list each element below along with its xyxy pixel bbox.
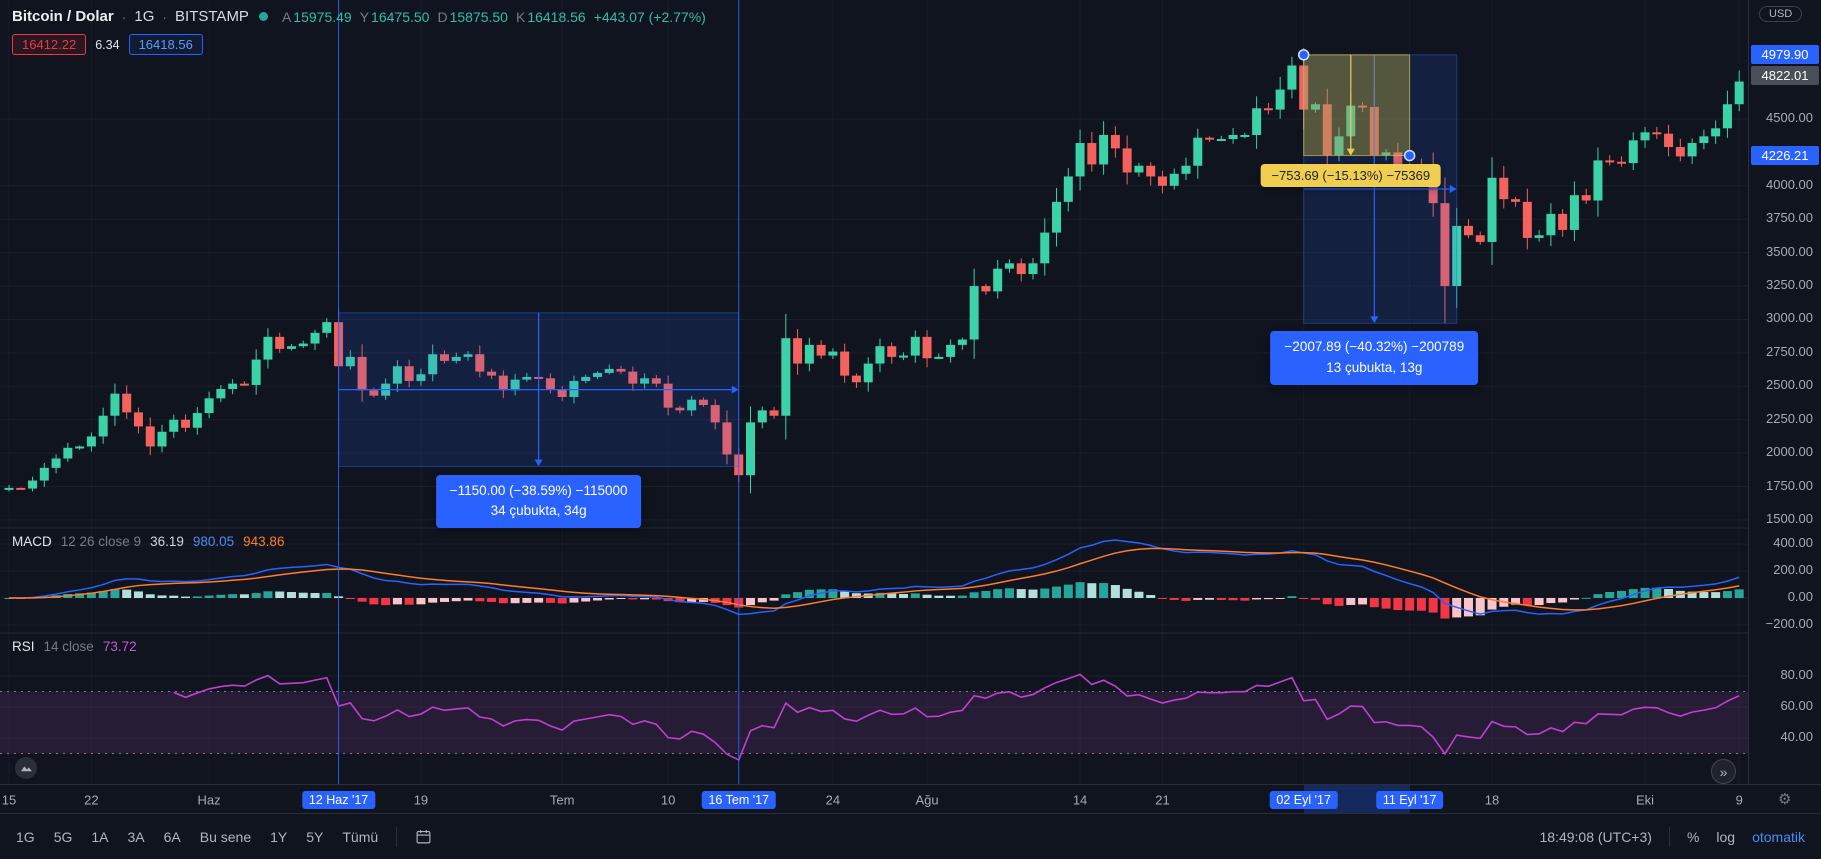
time-axis-label: 14 bbox=[1072, 792, 1088, 807]
clock-label[interactable]: 18:49:08 (UTC+3) bbox=[1539, 828, 1652, 845]
price-axis-label: 0.00 bbox=[1787, 589, 1813, 604]
price-axis-drawing-label[interactable]: 4226.21 bbox=[1751, 145, 1819, 165]
range-button-5G[interactable]: 5G bbox=[53, 828, 73, 845]
price-axis-drawing-label[interactable]: 4822.01 bbox=[1751, 65, 1819, 85]
high-value: Y 16475.50 bbox=[359, 8, 430, 25]
time-axis[interactable]: 15 22 Haz 12 Haz '17 19 Tem 10 16 Tem '17 24 Ağu 1… bbox=[0, 784, 1821, 814]
rsi-value: 73.72 bbox=[102, 639, 137, 654]
range-button-5Y[interactable]: 5Y bbox=[306, 828, 324, 845]
price-axis-label: 60.00 bbox=[1780, 698, 1813, 713]
symbol-title[interactable]: Bitcoin / Dolar bbox=[12, 8, 114, 25]
open-value: A 15975.49 bbox=[281, 8, 352, 25]
price-axis-label: 1500.00 bbox=[1766, 510, 1813, 526]
calendar-icon bbox=[416, 830, 431, 844]
price-axis-label: 2750.00 bbox=[1766, 343, 1813, 359]
time-axis-label: Eki bbox=[1635, 792, 1655, 807]
price-axis-label: 3000.00 bbox=[1766, 310, 1813, 326]
go-to-date-button[interactable] bbox=[415, 828, 432, 845]
separator-dot: · bbox=[162, 8, 168, 25]
time-axis-label: 9 bbox=[1735, 792, 1743, 807]
rsi-legend: RSI 14 close 73.72 bbox=[12, 639, 137, 654]
spread-value: 6.34 bbox=[95, 37, 120, 52]
range-button-6A[interactable]: 6A bbox=[163, 828, 181, 845]
time-axis-label: 22 bbox=[84, 792, 99, 807]
bottom-toolbar: 1G 5G 1A 3A 6A Bu sene 1Y 5Y Tümü 18:49:08 (UTC+… bbox=[0, 813, 1821, 859]
tradingview-logo-icon[interactable] bbox=[15, 757, 37, 779]
price-axis-label: 200.00 bbox=[1773, 562, 1813, 578]
data-feed-status-icon bbox=[258, 12, 268, 21]
currency-unit-button[interactable]: USD bbox=[1759, 6, 1803, 22]
price-axis-label: 3500.00 bbox=[1766, 243, 1813, 259]
measure-label[interactable]: −1150.00 (−38.59%) −115000 34 çubukta, 34… bbox=[435, 474, 642, 529]
price-axis-label: 400.00 bbox=[1773, 535, 1813, 551]
range-button-1A[interactable]: 1A bbox=[91, 828, 109, 845]
price-axis-label: −200.00 bbox=[1765, 615, 1813, 631]
macd-line-value: 980.05 bbox=[192, 534, 235, 549]
price-axis-label: 2000.00 bbox=[1766, 444, 1813, 460]
price-axis-label: 40.00 bbox=[1780, 729, 1813, 744]
rsi-title[interactable]: RSI bbox=[12, 639, 35, 654]
time-axis-label: 19 bbox=[413, 792, 429, 807]
time-axis-drawing-label[interactable]: 12 Haz '17 bbox=[301, 790, 376, 809]
toolbar-divider bbox=[1668, 826, 1670, 847]
ask-price-button[interactable]: 16418.56 bbox=[128, 34, 203, 55]
interval-label[interactable]: 1G bbox=[134, 8, 155, 25]
percent-scale-button[interactable]: % bbox=[1686, 828, 1700, 845]
price-axis-label: 2250.00 bbox=[1766, 410, 1813, 426]
bid-price-button[interactable]: 16412.22 bbox=[12, 34, 87, 55]
auto-scale-button[interactable]: otomatik bbox=[1752, 828, 1805, 845]
close-value: K 16418.56 bbox=[515, 8, 586, 25]
price-axis-label: 1750.00 bbox=[1766, 477, 1813, 493]
time-axis-label: Haz bbox=[197, 792, 221, 807]
log-scale-button[interactable]: log bbox=[1716, 828, 1736, 845]
price-chart-canvas[interactable] bbox=[0, 0, 1748, 784]
macd-legend: MACD 12 26 close 9 36.19 980.05 943.86 bbox=[12, 534, 284, 549]
low-value: D 15875.50 bbox=[437, 8, 508, 25]
range-button-Tümü[interactable]: Tümü bbox=[342, 828, 379, 845]
time-axis-label: 24 bbox=[825, 792, 841, 807]
gear-icon[interactable]: ⚙ bbox=[1778, 791, 1792, 808]
macd-histogram-value: 36.19 bbox=[150, 534, 184, 549]
time-axis-label: 10 bbox=[660, 792, 676, 807]
toolbar-divider bbox=[396, 826, 398, 847]
measure-label[interactable]: −2007.89 (−40.32%) −200789 13 çubukta, 13… bbox=[1270, 331, 1479, 386]
time-axis-drawing-label[interactable]: 02 Eyl '17 bbox=[1269, 790, 1338, 809]
price-axis-label: 3250.00 bbox=[1766, 277, 1813, 293]
time-axis-label: 21 bbox=[1155, 792, 1170, 807]
price-axis-label: 4500.00 bbox=[1766, 109, 1813, 125]
macd-signal-value: 943.86 bbox=[243, 534, 285, 549]
price-axis-label: 80.00 bbox=[1780, 667, 1813, 682]
time-axis-label: 18 bbox=[1484, 792, 1500, 807]
exchange-label[interactable]: BITSTAMP bbox=[175, 8, 249, 25]
time-axis-drawing-label[interactable]: 11 Eyl '17 bbox=[1375, 790, 1444, 809]
price-axis-label: 3750.00 bbox=[1766, 210, 1813, 226]
chevrons-right-icon: » bbox=[1719, 763, 1728, 780]
rsi-params: 14 close bbox=[43, 639, 94, 654]
date-range-buttons: 1G 5G 1A 3A 6A Bu sene 1Y 5Y Tümü bbox=[16, 829, 378, 845]
collapse-pane-button[interactable]: » bbox=[1711, 759, 1736, 784]
time-axis-label: 15 bbox=[1, 792, 17, 807]
change-label: +443.07 (+2.77%) bbox=[593, 8, 706, 25]
macd-title[interactable]: MACD bbox=[12, 534, 52, 549]
price-axis-drawing-label[interactable]: 4979.90 bbox=[1751, 44, 1819, 64]
range-button-Bu sene[interactable]: Bu sene bbox=[199, 828, 252, 845]
price-axis-label: 2500.00 bbox=[1766, 377, 1813, 393]
time-axis-label: Ağu bbox=[915, 792, 939, 807]
measure-label[interactable]: −753.69 (−15.13%) −75369 bbox=[1260, 163, 1442, 187]
separator-dot: · bbox=[121, 8, 127, 25]
range-button-1G[interactable]: 1G bbox=[16, 828, 35, 845]
time-axis-drawing-label[interactable]: 16 Tem '17 bbox=[701, 790, 776, 809]
macd-params: 12 26 close 9 bbox=[60, 534, 142, 549]
price-axis[interactable]: 4500.00 4000.00 3750.00 3500.00 3250.00 3000.… bbox=[1748, 0, 1821, 784]
range-button-1Y[interactable]: 1Y bbox=[270, 828, 288, 845]
price-axis-label: 4000.00 bbox=[1766, 176, 1813, 192]
range-button-3A[interactable]: 3A bbox=[127, 828, 145, 845]
chart-legend: Bitcoin / Dolar · 1G · BITSTAMP A 15975.4… bbox=[12, 8, 706, 55]
time-axis-label: Tem bbox=[549, 792, 575, 807]
